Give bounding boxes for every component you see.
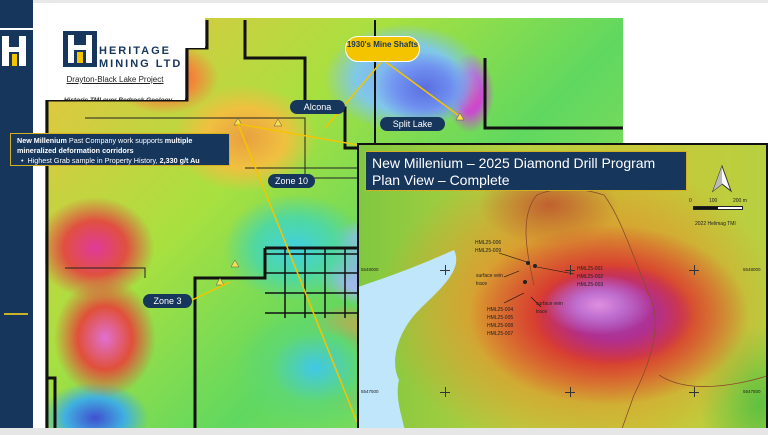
callout-lead: New Millenium Past Company work supports… [17, 136, 193, 155]
new-millenium-callout: New Millenium Past Company work supports… [10, 133, 230, 166]
vein-trace-label: surface vein trace [536, 301, 563, 315]
callout-bullet: • Highest Grab sample in Property Histor… [21, 156, 200, 165]
drill-hole-group: HML25-001 HML25-002 HML25-003 [577, 266, 604, 288]
side-strip [0, 0, 33, 428]
roads-and-traces [498, 188, 766, 433]
bottom-border [0, 428, 768, 435]
data-source-label: 2022 Helimag TMI [695, 221, 736, 227]
northing-label: 5547500 [743, 389, 761, 394]
top-border [33, 0, 768, 3]
scale-label: 200 m [733, 198, 747, 204]
grid-cross [565, 265, 575, 275]
grid-cross [565, 387, 575, 397]
inset-title: New Millenium – 2025 Diamond Drill Progr… [365, 151, 687, 191]
accent-line [4, 313, 28, 315]
drill-hole-group: HML25-004 HML25-005 HML25-008 HML25-007 [487, 307, 514, 337]
project-title: Drayton-Black Lake Project [66, 75, 164, 84]
alcona-label: Alcona [290, 100, 345, 114]
heritage-logo-icon [63, 31, 97, 67]
northing-label: 5548000 [361, 267, 379, 272]
drill-program-inset-map: 5548000 5548000 5547500 5547500 595000 5… [357, 143, 768, 435]
grid-cross [440, 387, 450, 397]
northing-label: 5547500 [361, 389, 379, 394]
claim-boundaries [45, 20, 623, 428]
grid-cross [440, 265, 450, 275]
strip-top [0, 0, 33, 30]
grid-cross [689, 387, 699, 397]
scale-label: 100 [709, 198, 718, 204]
drill-hole-group: HML25-006 HML25-009 [475, 240, 502, 254]
northing-label: 5548000 [743, 267, 761, 272]
zone-10-label: Zone 10 [268, 174, 315, 188]
brand-name-line1: HERITAGE [99, 45, 172, 57]
logo-mark-icon [2, 36, 26, 66]
lake [359, 250, 457, 433]
split-lake-label: Split Lake [380, 117, 445, 131]
brand-name-line2: MINING LTD [99, 58, 183, 70]
scale-bar [693, 206, 743, 210]
vein-trace-label: surface vein trace [476, 273, 503, 287]
scale-label: 0 [689, 198, 692, 204]
north-arrow-icon [711, 165, 733, 193]
grid-cross [689, 265, 699, 275]
zone-3-label: Zone 3 [143, 294, 192, 308]
mine-shafts-label: 1930's Mine Shafts [345, 36, 420, 62]
